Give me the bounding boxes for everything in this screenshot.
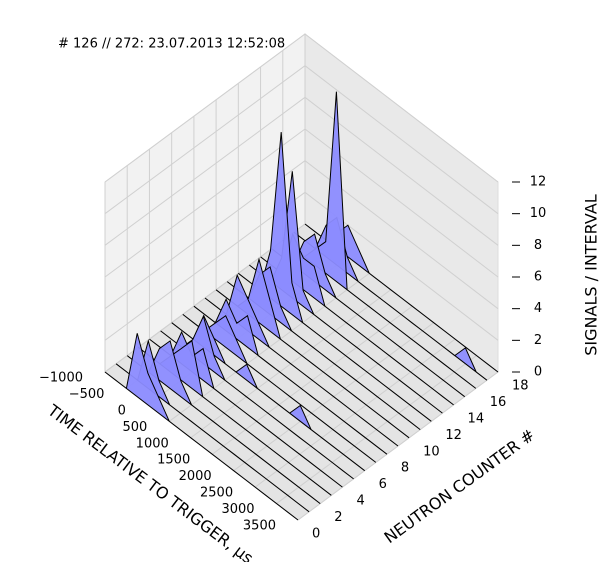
x-tick-label: 2500 xyxy=(200,486,233,501)
signal-row xyxy=(115,338,310,513)
y-tick-label: 18 xyxy=(512,379,529,394)
x-tick-label: 1500 xyxy=(157,453,190,468)
z-axis-label: SIGNALS / INTERVAL xyxy=(582,194,601,356)
grid-line xyxy=(304,33,499,183)
signal-row xyxy=(160,314,354,480)
y-tick-label: 2 xyxy=(334,510,342,525)
x-tick-label: 3000 xyxy=(221,502,254,517)
x-tick-label: 2000 xyxy=(179,469,212,484)
signal-row xyxy=(193,297,388,455)
grid-line xyxy=(304,65,499,215)
y-tick-label: 4 xyxy=(356,494,364,509)
x-tick-label: −500 xyxy=(69,387,105,402)
z-tick-label: 8 xyxy=(534,238,542,253)
z-tick-label: 12 xyxy=(530,175,547,190)
grid-line xyxy=(104,160,306,310)
grid-line xyxy=(104,96,306,246)
signal-row xyxy=(215,257,410,439)
grid-line xyxy=(104,65,306,215)
signal-row xyxy=(182,314,377,463)
y-tick-label: 10 xyxy=(423,444,440,459)
signal-row xyxy=(171,314,366,472)
z-tick-label: 2 xyxy=(534,333,542,348)
y-tick-label: 14 xyxy=(468,411,485,426)
grid-line xyxy=(104,191,306,341)
x-tick-label: 3500 xyxy=(243,519,276,534)
z-tick-label: 0 xyxy=(534,365,542,380)
y-tick-label: 6 xyxy=(379,477,387,492)
x-tick-label: 500 xyxy=(123,420,148,435)
x-tick-label: −1000 xyxy=(39,371,83,386)
y-tick-label: 12 xyxy=(445,428,462,443)
grid-line xyxy=(104,33,306,183)
y-axis-label: NEUTRON COUNTER # xyxy=(381,425,539,547)
y-tick-label: 8 xyxy=(401,461,409,476)
z-tick-label: 4 xyxy=(534,301,542,316)
signal-row xyxy=(104,333,299,521)
y-tick-label: 16 xyxy=(490,395,507,410)
y-tick-label: 0 xyxy=(312,527,320,542)
x-tick-label: 1000 xyxy=(136,436,169,451)
signal-row xyxy=(204,273,399,447)
signal-row xyxy=(237,132,432,422)
z-tick-label: 10 xyxy=(530,206,547,221)
signal-row xyxy=(126,340,321,504)
x-tick-label: 0 xyxy=(118,403,126,418)
chart-title: # 126 // 272: 23.07.2013 12:52:08 xyxy=(58,37,285,52)
signal-row xyxy=(271,233,466,398)
z-tick-label: 6 xyxy=(534,270,542,285)
grid-line xyxy=(104,128,306,278)
